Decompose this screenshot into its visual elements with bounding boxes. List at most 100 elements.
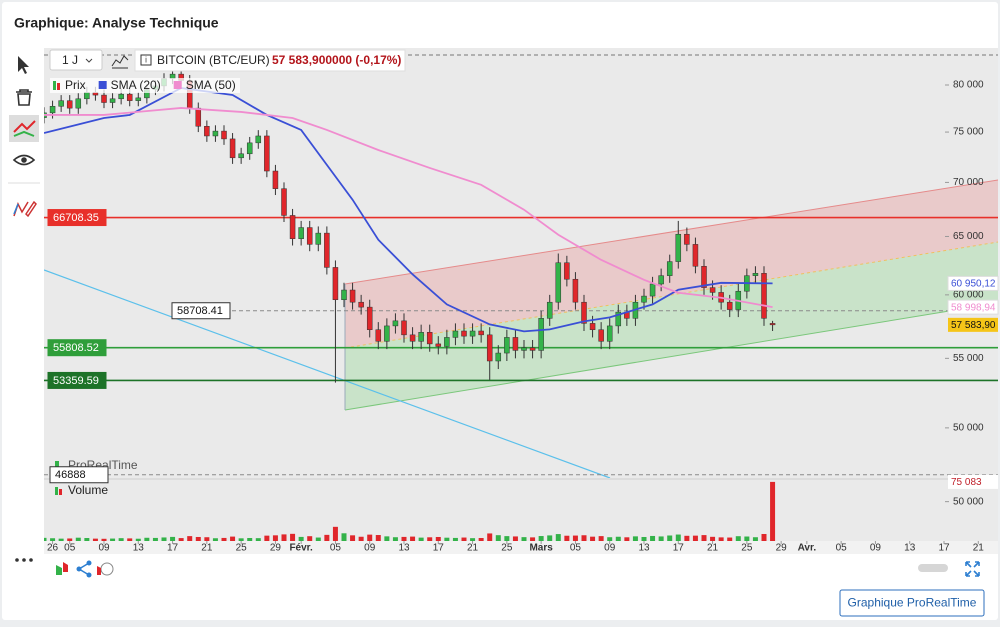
volume-bar — [92, 538, 98, 541]
candle-body — [658, 275, 664, 285]
visibility-tool[interactable] — [12, 154, 36, 166]
volume-bar — [221, 537, 227, 541]
timeframe-select[interactable] — [49, 49, 103, 71]
more-dot[interactable] — [22, 558, 26, 562]
volume-bar — [710, 536, 716, 541]
volume-legend: Volume — [68, 483, 108, 497]
candle-body — [486, 334, 493, 362]
candle-body — [752, 273, 759, 276]
candle-body — [255, 135, 262, 144]
price-value-label: 57 583,90 — [951, 320, 996, 331]
candle-body — [358, 301, 364, 308]
y-tick-label: 80 000 — [953, 80, 984, 91]
volume-bar — [418, 537, 424, 541]
candle-body — [384, 325, 390, 342]
volume-bar — [315, 537, 321, 541]
volume-bar — [752, 537, 758, 541]
fullscreen-icon[interactable] — [965, 561, 980, 577]
volume-bar — [247, 538, 253, 541]
indicator-tool-blue — [13, 203, 19, 215]
level-label: 53359.59 — [53, 375, 99, 387]
volume-bar — [684, 535, 690, 541]
button-label: Graphique ProRealTime — [848, 596, 977, 610]
volume-bar — [161, 537, 167, 541]
candle-body — [469, 330, 476, 337]
candle-body — [615, 311, 622, 327]
volume-pane — [44, 481, 776, 541]
x-tick-label: 17 — [167, 543, 179, 554]
volume-bar — [204, 537, 210, 541]
volume-bar — [658, 536, 664, 541]
chart-type-icon[interactable] — [111, 55, 129, 69]
candle-body — [538, 318, 544, 351]
share-node — [76, 566, 82, 572]
x-tick-label: 05 — [330, 543, 342, 554]
level-label-box — [47, 209, 107, 227]
channel-lower-fill — [345, 242, 998, 410]
volume-bar — [547, 535, 553, 541]
x-tick-label: 05 — [570, 543, 582, 554]
volume-bar — [298, 536, 304, 541]
volume-bar — [770, 481, 776, 541]
instrument-box — [134, 49, 406, 72]
candle-body — [366, 306, 373, 330]
candle-body — [135, 97, 142, 101]
volume-bar — [75, 537, 81, 541]
candle-body — [675, 233, 682, 262]
drawing-tool-red[interactable] — [13, 120, 36, 133]
instrument: BITCOIN (BTC/EUR) — [157, 53, 270, 67]
sma-value-label: 58 998,94 — [951, 302, 996, 313]
volume-bar — [607, 537, 613, 541]
cursor-tool[interactable] — [18, 56, 29, 74]
candle-body — [204, 126, 210, 137]
channel-top-line — [344, 179, 998, 285]
legend-icon — [55, 487, 58, 495]
x-tick-label: 09 — [364, 543, 376, 554]
candle-body — [246, 142, 253, 155]
volume-bar — [744, 536, 750, 541]
more-dot[interactable] — [29, 558, 33, 562]
volume-bar — [615, 536, 621, 541]
volume-bar — [272, 535, 278, 541]
candle-body — [761, 273, 767, 319]
drawing-tool-green — [13, 130, 35, 137]
delete-tool[interactable] — [16, 89, 32, 106]
volume-bar — [67, 538, 73, 541]
volume-bar — [572, 535, 578, 541]
volume-bar — [495, 535, 501, 541]
volume-bar — [58, 538, 64, 541]
candle-body — [598, 329, 604, 342]
x-tick-label: 09 — [870, 543, 882, 554]
candle-body — [58, 100, 64, 107]
level-label: 66708.35 — [53, 212, 99, 224]
candle-body — [564, 262, 570, 280]
x-tick-label: 17 — [673, 543, 685, 554]
candle-body — [769, 323, 776, 326]
more-dot[interactable] — [15, 558, 19, 562]
prorealtime-button[interactable] — [839, 589, 985, 617]
volume-bar — [44, 537, 47, 541]
sma-value-label: 60 950,12 — [951, 279, 996, 290]
candle-body — [109, 98, 116, 103]
level-label: 58708.41 — [177, 305, 223, 317]
volume-bar — [761, 533, 767, 541]
share-node — [86, 560, 92, 566]
volume-bar — [290, 533, 296, 541]
x-tick-label: 13 — [638, 543, 650, 554]
axes: 50 000 55 000 60 000 65 000 70 000 75 000 80 0… — [47, 80, 999, 554]
candle-body — [264, 135, 270, 172]
candle-body — [461, 330, 467, 337]
candle-body — [306, 227, 313, 245]
legend-icon — [59, 489, 62, 495]
bottom-icon-1[interactable] — [56, 565, 62, 575]
candle-body — [726, 301, 733, 310]
dropdown-arrow — [85, 58, 93, 63]
info-icon[interactable] — [140, 54, 152, 66]
price-pane — [44, 54, 998, 478]
price-value-box — [948, 317, 998, 332]
candle-body — [529, 347, 536, 351]
candle-body — [512, 337, 519, 351]
scrollbar[interactable] — [918, 564, 948, 572]
x-tick-label: 09 — [604, 543, 616, 554]
share-node — [86, 572, 92, 578]
